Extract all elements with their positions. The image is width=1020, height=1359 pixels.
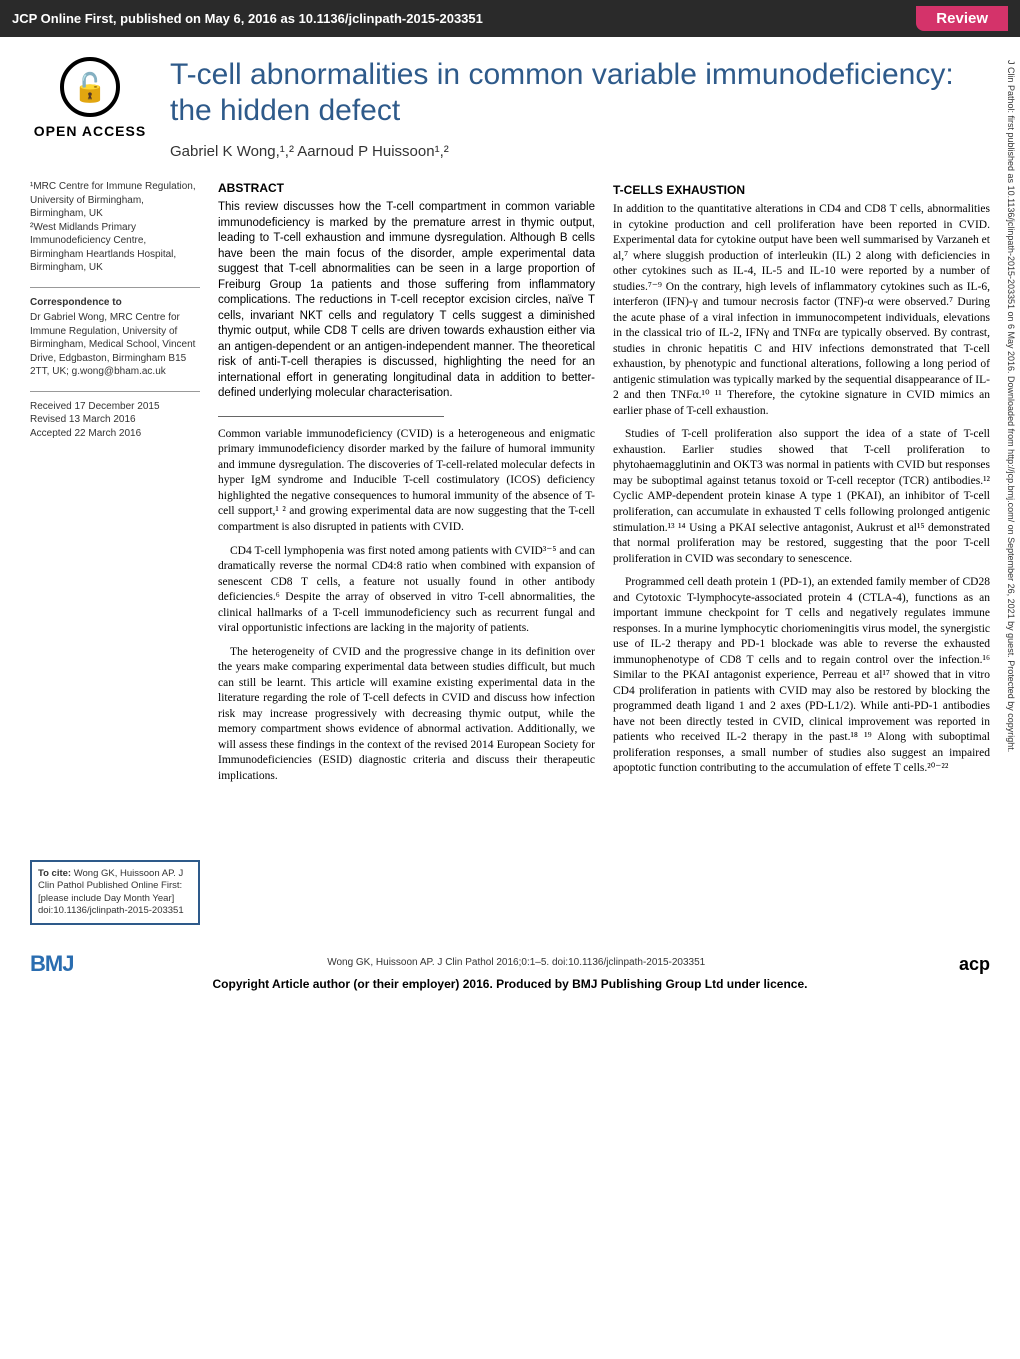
article-title: T-cell abnormalities in common variable … — [170, 57, 990, 129]
cite-box: To cite: Wong GK, Huissoon AP. J Clin Pa… — [30, 860, 200, 925]
open-access-label: OPEN ACCESS — [30, 123, 150, 139]
onlinefirst-text: JCP Online First, published on May 6, 20… — [12, 11, 483, 26]
vertical-copyright: J Clin Pathol: first published as 10.113… — [1006, 60, 1016, 1260]
intro-p1: Common variable immunodeficiency (CVID) … — [218, 427, 595, 536]
header: 🔓 OPEN ACCESS T-cell abnormalities in co… — [0, 37, 1020, 170]
section1-p2: Studies of T-cell proliferation also sup… — [613, 427, 990, 567]
abstract-text: This review discusses how the T-cell com… — [218, 200, 595, 402]
section1-body: In addition to the quantitative alterati… — [613, 202, 990, 777]
intro-p3: The heterogeneity of CVID and the progre… — [218, 645, 595, 785]
correspondence-body: Dr Gabriel Wong, MRC Centre for Immune R… — [30, 311, 200, 379]
top-banner: JCP Online First, published on May 6, 20… — [0, 0, 1020, 37]
footer-logos: BMJ Wong GK, Huissoon AP. J Clin Pathol … — [30, 951, 990, 977]
open-access-logo: 🔓 OPEN ACCESS — [30, 57, 150, 160]
main-columns: ¹MRC Centre for Immune Regulation, Unive… — [0, 170, 1020, 945]
intro-body: Common variable immunodeficiency (CVID) … — [218, 427, 595, 784]
abstract-heading: ABSTRACT — [218, 180, 595, 196]
divider — [218, 416, 444, 417]
intro-p2: CD4 T-cell lymphopenia was first noted a… — [218, 544, 595, 637]
acp-logo: acp — [959, 954, 990, 975]
section1-p1: In addition to the quantitative alterati… — [613, 202, 990, 419]
section1-heading: T-CELLS EXHAUSTION — [613, 182, 990, 198]
copyright-line: Copyright Article author (or their emplo… — [30, 977, 990, 991]
correspondence-heading: Correspondence to — [30, 287, 200, 310]
sidebar: ¹MRC Centre for Immune Regulation, Unive… — [30, 180, 200, 925]
bmj-logo: BMJ — [30, 951, 73, 977]
section1-p3: Programmed cell death protein 1 (PD-1), … — [613, 575, 990, 777]
cite-label: To cite: — [38, 868, 71, 879]
article-dates: Received 17 December 2015 Revised 13 Mar… — [30, 391, 200, 441]
footer: BMJ Wong GK, Huissoon AP. J Clin Pathol … — [0, 945, 1020, 1001]
review-badge: Review — [916, 6, 1008, 31]
lock-open-icon: 🔓 — [60, 57, 120, 117]
column-middle: ABSTRACT This review discusses how the T… — [218, 180, 595, 925]
footer-citation: Wong GK, Huissoon AP. J Clin Pathol 2016… — [327, 957, 705, 968]
column-right: T-CELLS EXHAUSTION In addition to the qu… — [613, 180, 990, 925]
affiliations: ¹MRC Centre for Immune Regulation, Unive… — [30, 180, 200, 275]
title-block: T-cell abnormalities in common variable … — [170, 57, 990, 160]
authors: Gabriel K Wong,¹,² Aarnoud P Huissoon¹,² — [170, 143, 990, 160]
